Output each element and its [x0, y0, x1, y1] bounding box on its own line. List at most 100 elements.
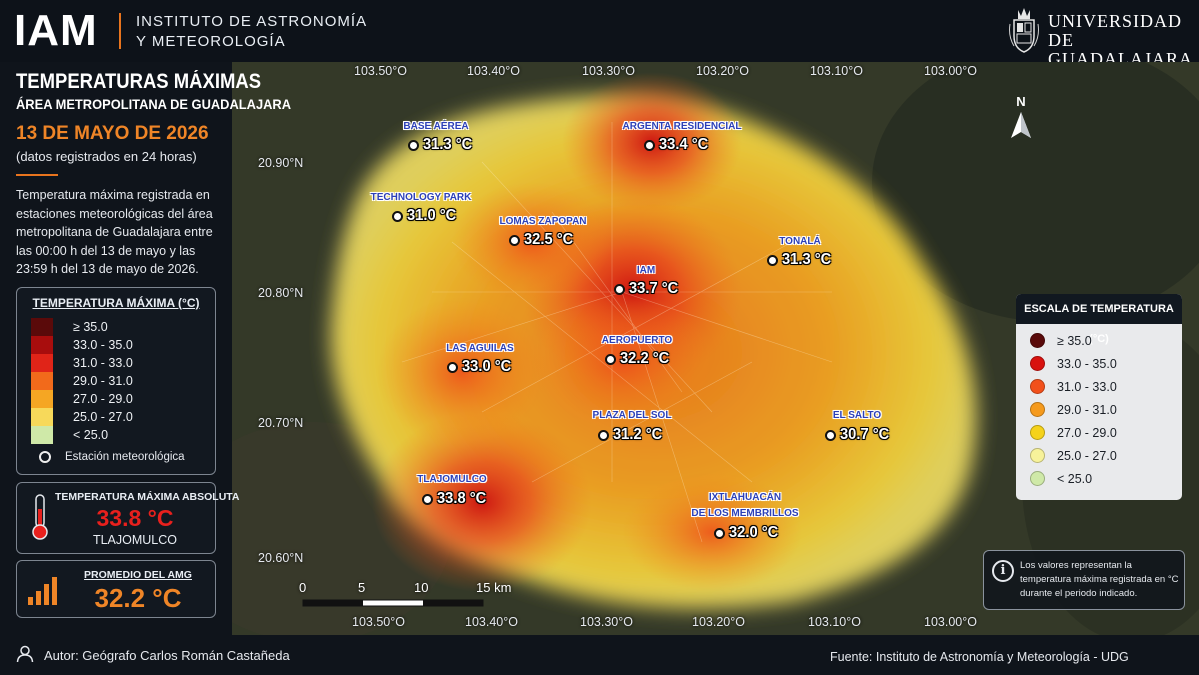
legend-label: 27.0 - 29.0 — [73, 392, 133, 406]
map-date: 13 DE MAYO DE 2026 — [16, 123, 209, 144]
scalebar-label-5: 5 — [358, 580, 366, 595]
map-subtitle: ÁREA METROPOLITANA DE GUADALAJARA — [16, 96, 292, 112]
station-name-line2: DE LOS MEMBRILLOS — [691, 508, 799, 519]
north-arrow-icon: N — [1011, 94, 1031, 138]
absolute-max-title: TEMPERATURA MÁXIMA ABSOLUTA — [55, 491, 240, 503]
institute-name-line1: INSTITUTO DE ASTRONOMÍA — [136, 13, 368, 30]
lat-label-4: 20.60°N — [258, 551, 304, 565]
lon-label-top-2: 103.40°O — [467, 64, 520, 78]
header-bar: IAM INSTITUTO DE ASTRONOMÍA Y METEOROLOG… — [0, 0, 1199, 69]
scale-label: 31.0 - 33.0 — [1057, 379, 1117, 394]
legend-title: TEMPERATURA MÁXIMA (°C) — [32, 296, 200, 310]
scale-row: 29.0 - 31.0 — [1030, 402, 1117, 417]
scalebar-label-10: 10 — [414, 580, 429, 595]
legend-label: 29.0 - 31.0 — [73, 374, 133, 388]
station-marker — [598, 430, 609, 441]
legend-label: < 25.0 — [73, 428, 109, 442]
lon-label-top-3: 103.30°O — [582, 64, 635, 78]
station-ring-icon — [39, 451, 51, 463]
station-value: 33.0 °C — [462, 358, 512, 375]
legend-swatch — [31, 336, 53, 354]
scale-row: 25.0 - 27.0 — [1030, 448, 1117, 463]
lat-label-3: 20.70°N — [258, 416, 304, 430]
title-divider — [16, 174, 58, 176]
info-icon: i — [992, 560, 1014, 582]
station-marker — [509, 235, 520, 246]
user-icon — [16, 645, 34, 663]
station-value: 33.4 °C — [659, 136, 709, 153]
legend-swatch — [31, 372, 53, 390]
station-value: 33.7 °C — [629, 280, 679, 297]
legend-row: 29.0 - 31.0 — [31, 372, 133, 390]
info-note-box: i Los valores representan la temperatura… — [983, 550, 1185, 610]
absolute-max-box: TEMPERATURA MÁXIMA ABSOLUTA 33.8 °C TLAJ… — [16, 482, 240, 554]
absolute-max-place: TLAJOMULCO — [92, 533, 178, 547]
lon-label-top-5: 103.10°O — [810, 64, 863, 78]
legend-swatch — [31, 390, 53, 408]
scale-swatch — [1030, 379, 1045, 394]
station-name: IAM — [636, 265, 656, 276]
scale-label: 25.0 - 27.0 — [1057, 448, 1117, 463]
average-title: PROMEDIO DEL AMG — [84, 569, 192, 581]
scale-row: < 25.0 — [1030, 471, 1092, 486]
scale-label: ≥ 35.0 — [1057, 333, 1092, 348]
scale-row: 33.0 - 35.0 — [1030, 356, 1117, 371]
station-marker — [447, 362, 458, 373]
iam-logo: IAM — [14, 6, 98, 55]
data-source: Fuente: Instituto de Astronomía y Meteor… — [830, 650, 1129, 664]
university-name: UNIVERSIDAD DE GUADALAJARA — [1048, 12, 1199, 69]
lat-label-2: 20.80°N — [258, 286, 304, 300]
legend-swatch — [31, 408, 53, 426]
scale-label: < 25.0 — [1057, 471, 1093, 486]
station-marker — [714, 528, 725, 539]
station-key: Estación meteorológica — [39, 451, 185, 463]
station-marker — [422, 494, 433, 505]
lat-label-1: 20.90°N — [258, 156, 304, 170]
lon-label-bottom-3: 103.30°O — [580, 615, 633, 629]
scale-row: 27.0 - 29.0 — [1030, 425, 1117, 440]
average-box: PROMEDIO DEL AMG 32.2 °C — [16, 560, 216, 618]
svg-text:N: N — [1016, 94, 1025, 109]
scale-row: 31.0 - 33.0 — [1030, 379, 1117, 394]
scale-label: 27.0 - 29.0 — [1057, 425, 1117, 440]
station-name: EL SALTO — [832, 410, 882, 421]
station-key-label: Estación meteorológica — [65, 451, 185, 463]
station-value: 30.7 °C — [840, 426, 890, 443]
station-name: TONALÁ — [779, 236, 821, 247]
legend-swatch — [31, 318, 53, 336]
station-name: IXTLAHUACÁN — [708, 492, 782, 503]
station-name: BASE AÉREA — [403, 121, 469, 132]
station-marker — [408, 140, 419, 151]
author-credit: Autor: Geógrafo Carlos Román Castañeda — [44, 648, 290, 663]
station-value: 32.5 °C — [524, 231, 574, 248]
legend-label: 25.0 - 27.0 — [73, 410, 133, 424]
legend-row: 31.0 - 33.0 — [31, 354, 133, 372]
scalebar-label-0: 0 — [299, 580, 307, 595]
institute-name: INSTITUTO DE ASTRONOMÍA Y METEOROLOGÍA — [136, 12, 367, 52]
station-value: 32.2 °C — [620, 350, 670, 367]
station-marker — [767, 255, 778, 266]
university-name-line1: UNIVERSIDAD DE — [1048, 11, 1182, 50]
bar-chart-icon — [28, 577, 57, 605]
scale-title: ESCALA DE TEMPERATURA (°C) — [1016, 294, 1182, 345]
station-marker — [392, 211, 403, 222]
absolute-max-value: 33.8 °C — [96, 505, 174, 531]
map-title: TEMPERATURAS MÁXIMAS — [16, 70, 262, 93]
scalebar-label-15km: 15 km — [476, 580, 512, 595]
scale-row: ≥ 35.0 — [1030, 333, 1092, 348]
station-marker — [605, 354, 616, 365]
lon-label-bottom-1: 103.50°O — [352, 615, 405, 629]
legend-row: 33.0 - 35.0 — [31, 336, 133, 354]
station-value: 31.0 °C — [407, 207, 457, 224]
scale-swatch — [1030, 333, 1045, 348]
legend-row: ≥ 35.0 — [31, 318, 108, 336]
station-value: 31.2 °C — [613, 426, 663, 443]
station-name: PLAZA DEL SOL — [592, 410, 672, 421]
station-name: AEROPUERTO — [601, 335, 673, 346]
station-name: ARGENTA RESIDENCIAL — [622, 121, 742, 132]
station-name: LOMAS ZAPOPAN — [499, 216, 587, 227]
legend-row: < 25.0 — [31, 426, 108, 444]
station-name: TLAJOMULCO — [417, 474, 487, 485]
station-marker — [644, 140, 655, 151]
scale-bar — [302, 599, 484, 607]
